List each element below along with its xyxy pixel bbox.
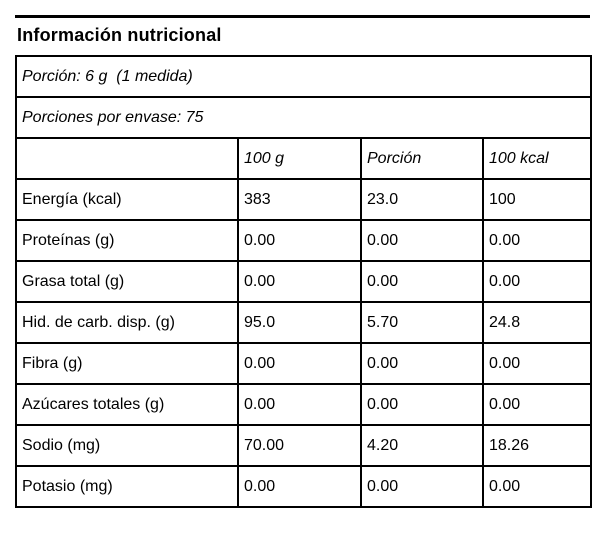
column-header-portion: Porción: [360, 137, 484, 180]
value-100kcal: 0.00: [482, 219, 592, 262]
nutrient-name: Proteínas (g): [15, 219, 239, 262]
value-100g: 383: [237, 178, 362, 221]
servings-text: Porciones por envase: 75: [15, 96, 592, 139]
value-100g: 0.00: [237, 219, 362, 262]
value-portion: 4.20: [360, 424, 484, 467]
nutrient-name: Azúcares totales (g): [15, 383, 239, 426]
value-100g: 0.00: [237, 260, 362, 303]
table-row-grasa-total: Grasa total (g) 0.00 0.00 0.00: [15, 260, 592, 303]
nutrition-table: Porción: 6 g (1 medida) Porciones por en…: [15, 55, 592, 508]
portion-text: Porción: 6 g (1 medida): [15, 55, 592, 98]
value-portion: 0.00: [360, 219, 484, 262]
value-100g: 0.00: [237, 465, 362, 508]
value-portion: 23.0: [360, 178, 484, 221]
value-100kcal: 24.8: [482, 301, 592, 344]
nutrient-name: Grasa total (g): [15, 260, 239, 303]
table-row-proteinas: Proteínas (g) 0.00 0.00 0.00: [15, 219, 592, 262]
value-portion: 0.00: [360, 260, 484, 303]
value-100kcal: 0.00: [482, 383, 592, 426]
value-portion: 0.00: [360, 465, 484, 508]
nutrient-name: Potasio (mg): [15, 465, 239, 508]
nutrient-name: Energía (kcal): [15, 178, 239, 221]
value-portion: 5.70: [360, 301, 484, 344]
title-top-rule: [15, 15, 590, 18]
table-row-sodio: Sodio (mg) 70.00 4.20 18.26: [15, 424, 592, 467]
table-row-hidratos-carbono: Hid. de carb. disp. (g) 95.0 5.70 24.8: [15, 301, 592, 344]
column-header-nutrient: [15, 137, 239, 180]
column-header-100g: 100 g: [237, 137, 362, 180]
page-title: Información nutricional: [17, 25, 222, 45]
table-row-potasio: Potasio (mg) 0.00 0.00 0.00: [15, 465, 592, 508]
value-portion: 0.00: [360, 342, 484, 385]
value-100kcal: 0.00: [482, 465, 592, 508]
table-row-fibra: Fibra (g) 0.00 0.00 0.00: [15, 342, 592, 385]
portion-row: Porción: 6 g (1 medida): [15, 55, 592, 98]
value-100g: 95.0: [237, 301, 362, 344]
value-100kcal: 18.26: [482, 424, 592, 467]
value-100g: 70.00: [237, 424, 362, 467]
nutrient-name: Fibra (g): [15, 342, 239, 385]
value-100g: 0.00: [237, 383, 362, 426]
table-row-azucares-totales: Azúcares totales (g) 0.00 0.00 0.00: [15, 383, 592, 426]
nutrient-name: Hid. de carb. disp. (g): [15, 301, 239, 344]
value-100kcal: 100: [482, 178, 592, 221]
servings-row: Porciones por envase: 75: [15, 96, 592, 139]
value-100kcal: 0.00: [482, 342, 592, 385]
nutrient-name: Sodio (mg): [15, 424, 239, 467]
value-100kcal: 0.00: [482, 260, 592, 303]
column-header-row: 100 g Porción 100 kcal: [15, 137, 592, 180]
table-row-energia: Energía (kcal) 383 23.0 100: [15, 178, 592, 221]
value-100g: 0.00: [237, 342, 362, 385]
nutrition-label: Información nutricional Porción: 6 g (1 …: [15, 15, 592, 508]
value-portion: 0.00: [360, 383, 484, 426]
column-header-100kcal: 100 kcal: [482, 137, 592, 180]
